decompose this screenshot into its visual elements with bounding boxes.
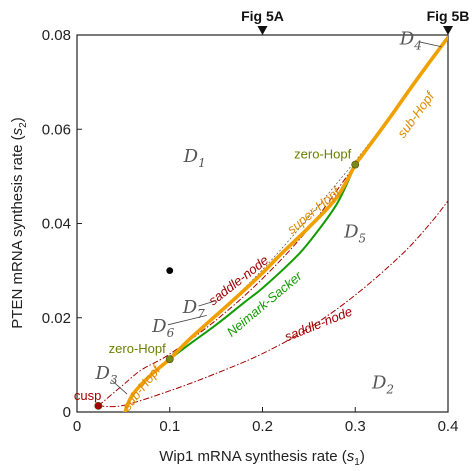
x-axis-title: Wip1 mRNA synthesis rate (s1) [159, 448, 365, 468]
x-tick-label: 0.1 [159, 418, 180, 435]
special-point [351, 160, 360, 169]
point-layer [94, 160, 360, 410]
tick-layer: 0 0.1 0.2 0.3 0.4 0 0.02 0.04 0.06 0.08 [42, 27, 459, 435]
region-leader-line [420, 41, 442, 48]
special-point [94, 401, 103, 410]
y-tick-label: 0.06 [42, 121, 71, 138]
figure-marker-arrow [257, 26, 268, 35]
special-point [165, 355, 174, 364]
region-label: D3 [95, 363, 118, 387]
region-label: D6 [151, 316, 174, 340]
region-leader-line [111, 379, 128, 395]
series-sub-hopf-line [123, 357, 172, 412]
y-tick-label: 0.02 [42, 310, 71, 327]
region-leader-line [167, 315, 207, 326]
region-label: D2 [371, 372, 394, 396]
zero-hopf-label: zero-Hopf [109, 341, 166, 356]
region-label: D1 [183, 146, 206, 170]
x-tick-label: 0 [73, 418, 81, 435]
y-tick-label: 0.04 [42, 216, 71, 233]
cusp-label: cusp [74, 388, 101, 403]
zero-hopf-label: zero-Hopf [294, 147, 351, 162]
figure-marker-arrow [443, 26, 453, 35]
region-leader-line [198, 300, 215, 307]
region-label: D4 [399, 28, 422, 52]
region-label: D7 [182, 297, 205, 321]
curve-layer [97, 35, 448, 412]
y-tick-label: 0 [63, 404, 71, 421]
figure-marker-label: Fig 5B [427, 8, 470, 24]
region-label: D5 [343, 222, 366, 246]
series-super-hopf-line [168, 162, 357, 361]
figure-marker-label: Fig 5A [241, 8, 284, 24]
y-tick-label: 0.08 [42, 27, 71, 44]
x-tick-label: 0.4 [438, 418, 459, 435]
x-tick-label: 0.3 [345, 418, 366, 435]
plot-area [76, 34, 449, 413]
y-axis-title: PTEN mRNA synthesis rate (s2) [9, 117, 29, 328]
x-tick-label: 0.2 [252, 418, 273, 435]
series-sub-hopf-line [353, 35, 448, 167]
marked-point [166, 267, 174, 275]
series-saddle-node-line [98, 200, 448, 408]
series-neimark-sacker-line [169, 164, 357, 360]
